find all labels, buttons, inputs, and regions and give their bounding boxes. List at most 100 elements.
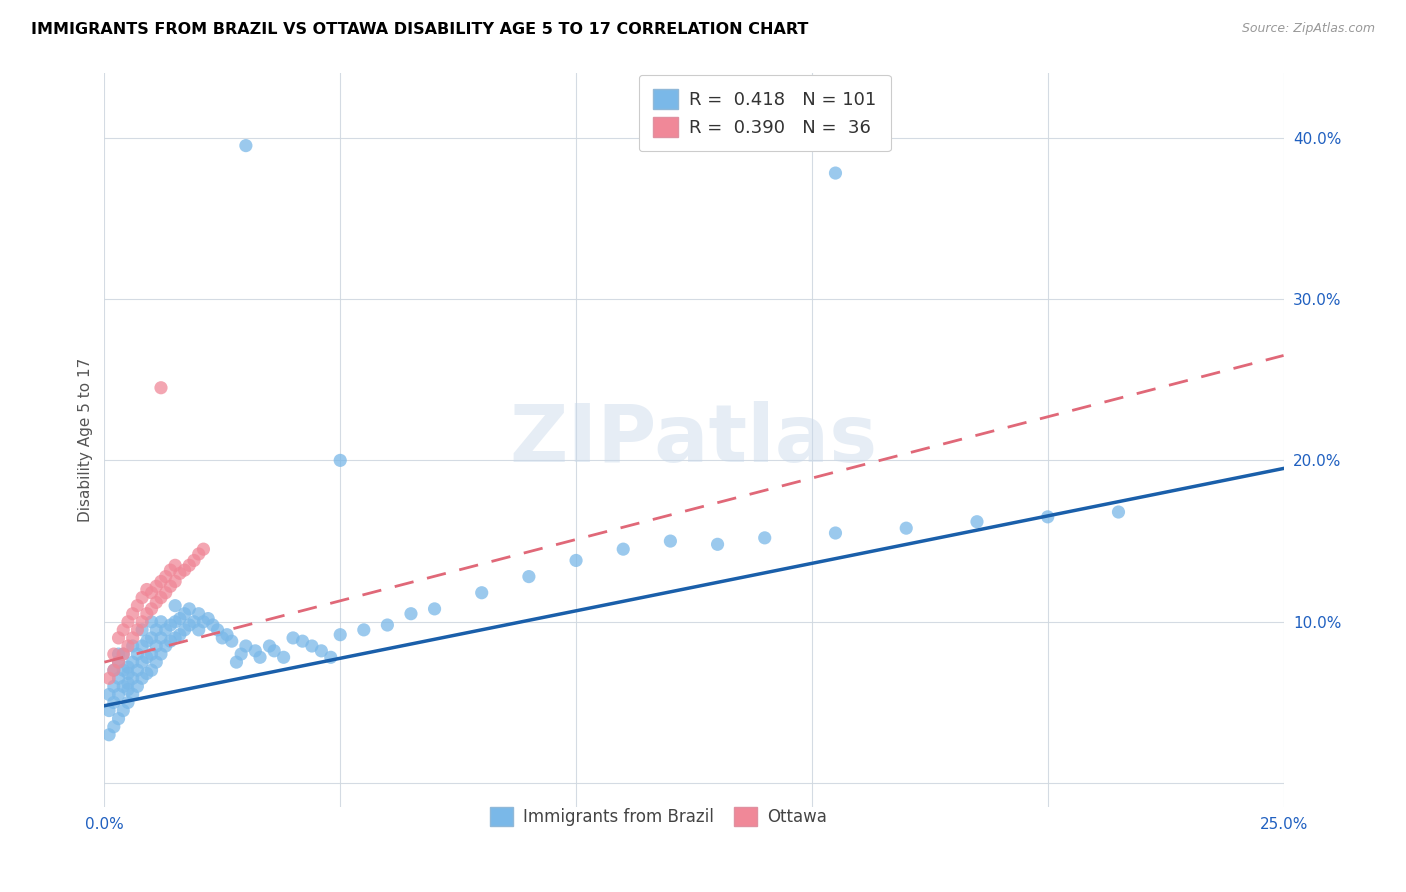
- Point: [112, 623, 135, 637]
- Point: [98, 671, 121, 685]
- Point: [377, 618, 399, 632]
- Point: [112, 663, 135, 677]
- Point: [103, 720, 125, 734]
- Point: [141, 586, 163, 600]
- Point: [824, 166, 846, 180]
- Point: [225, 655, 247, 669]
- Point: [319, 650, 342, 665]
- Point: [131, 615, 153, 629]
- Point: [131, 639, 153, 653]
- Point: [471, 586, 494, 600]
- Point: [159, 634, 181, 648]
- Point: [263, 644, 285, 658]
- Point: [145, 623, 167, 637]
- Point: [135, 666, 157, 681]
- Point: [259, 639, 281, 653]
- Point: [165, 615, 187, 629]
- Point: [112, 679, 135, 693]
- Point: [127, 663, 149, 677]
- Point: [98, 688, 121, 702]
- Point: [117, 660, 139, 674]
- Point: [107, 688, 129, 702]
- Point: [121, 631, 143, 645]
- Point: [112, 647, 135, 661]
- Point: [211, 631, 233, 645]
- Point: [141, 602, 163, 616]
- Point: [273, 650, 295, 665]
- Point: [121, 639, 143, 653]
- Point: [107, 671, 129, 685]
- Point: [127, 647, 149, 661]
- Point: [169, 628, 191, 642]
- Point: [103, 647, 125, 661]
- Point: [159, 579, 181, 593]
- Point: [245, 644, 267, 658]
- Point: [215, 628, 238, 642]
- Point: [399, 607, 422, 621]
- Point: [706, 537, 728, 551]
- Point: [121, 688, 143, 702]
- Point: [117, 696, 139, 710]
- Point: [165, 599, 187, 613]
- Point: [135, 582, 157, 597]
- Point: [117, 615, 139, 629]
- Point: [249, 650, 271, 665]
- Point: [141, 631, 163, 645]
- Point: [107, 655, 129, 669]
- Point: [187, 547, 209, 561]
- Point: [117, 666, 139, 681]
- Point: [197, 611, 219, 625]
- Point: [659, 534, 682, 549]
- Point: [329, 628, 352, 642]
- Point: [159, 618, 181, 632]
- Point: [612, 542, 634, 557]
- Point: [235, 639, 257, 653]
- Point: [103, 663, 125, 677]
- Point: [1108, 505, 1130, 519]
- Point: [183, 615, 205, 629]
- Point: [145, 639, 167, 653]
- Point: [98, 704, 121, 718]
- Point: [824, 526, 846, 541]
- Point: [131, 623, 153, 637]
- Point: [103, 696, 125, 710]
- Point: [149, 574, 172, 589]
- Point: [127, 623, 149, 637]
- Point: [173, 607, 195, 621]
- Point: [145, 595, 167, 609]
- Point: [135, 650, 157, 665]
- Point: [155, 586, 177, 600]
- Point: [149, 647, 172, 661]
- Point: [107, 647, 129, 661]
- Point: [117, 676, 139, 690]
- Point: [117, 639, 139, 653]
- Point: [183, 553, 205, 567]
- Point: [121, 671, 143, 685]
- Point: [131, 671, 153, 685]
- Point: [107, 655, 129, 669]
- Point: [179, 602, 201, 616]
- Point: [231, 647, 253, 661]
- Point: [149, 631, 172, 645]
- Point: [107, 712, 129, 726]
- Point: [193, 615, 215, 629]
- Point: [103, 679, 125, 693]
- Point: [193, 542, 215, 557]
- Point: [966, 515, 988, 529]
- Point: [169, 611, 191, 625]
- Point: [173, 623, 195, 637]
- Point: [517, 569, 540, 583]
- Point: [1036, 509, 1059, 524]
- Text: ZIPatlas: ZIPatlas: [510, 401, 879, 479]
- Point: [141, 663, 163, 677]
- Point: [353, 623, 375, 637]
- Point: [112, 647, 135, 661]
- Point: [301, 639, 323, 653]
- Point: [187, 623, 209, 637]
- Text: IMMIGRANTS FROM BRAZIL VS OTTAWA DISABILITY AGE 5 TO 17 CORRELATION CHART: IMMIGRANTS FROM BRAZIL VS OTTAWA DISABIL…: [31, 22, 808, 37]
- Y-axis label: Disability Age 5 to 17: Disability Age 5 to 17: [79, 358, 93, 523]
- Point: [155, 623, 177, 637]
- Point: [121, 607, 143, 621]
- Point: [179, 558, 201, 573]
- Point: [565, 553, 588, 567]
